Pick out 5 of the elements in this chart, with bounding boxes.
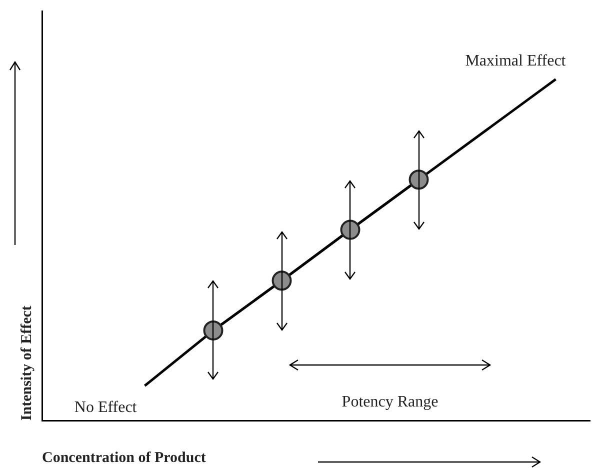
annotation: Potency Range [342, 394, 438, 411]
x-axis-title: Concentration of Product [42, 450, 206, 466]
y-axis-title: Intensity of Effect [18, 306, 35, 421]
annotation: No Effect [74, 398, 138, 416]
text: Maximal Effect [465, 52, 566, 70]
